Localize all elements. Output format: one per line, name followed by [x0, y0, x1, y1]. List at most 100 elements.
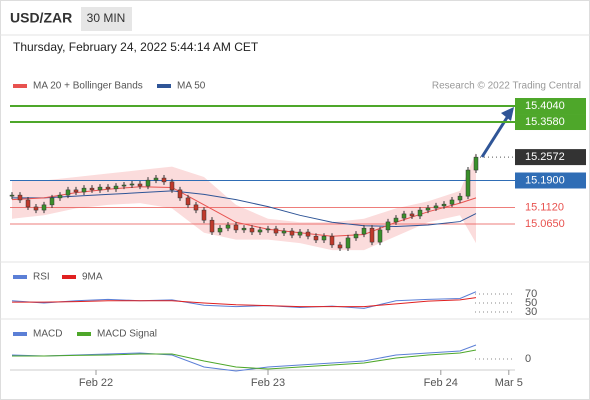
candle: [441, 203, 447, 207]
candle: [265, 228, 271, 231]
candle: [409, 213, 415, 217]
copyright: Research © 2022 Trading Central: [432, 81, 581, 92]
candle: [465, 169, 471, 197]
candle: [305, 231, 311, 237]
candle: [17, 194, 23, 201]
candle: [193, 204, 199, 211]
candle: [457, 195, 463, 201]
candle: [233, 224, 239, 231]
candle: [49, 197, 55, 206]
candle: [105, 186, 111, 190]
candle: [41, 204, 47, 211]
level-label: 15.3580: [525, 116, 565, 128]
timestamp: Thursday, February 24, 2022 5:44:14 AM C…: [13, 40, 259, 54]
candle: [337, 244, 343, 249]
x-tick-label: Feb 24: [424, 377, 458, 389]
candle: [137, 183, 143, 187]
candle: [313, 235, 319, 241]
candle: [433, 205, 439, 209]
level-label: 15.4040: [525, 100, 565, 112]
indicator-line: [12, 297, 477, 308]
candle: [393, 217, 399, 223]
x-tick-label: Feb 22: [79, 377, 113, 389]
candle: [377, 229, 383, 243]
forecast-arrow-head: [501, 107, 514, 121]
candle: [113, 185, 119, 190]
candle: [209, 219, 215, 233]
legend-label: MA 50: [177, 81, 206, 92]
indicator-line: [12, 190, 477, 227]
y-tick-label: 70: [525, 288, 537, 300]
candle: [241, 227, 247, 231]
candle: [361, 227, 367, 235]
candle: [73, 189, 79, 193]
candle: [9, 194, 15, 197]
candle: [25, 199, 31, 208]
y-tick-label: 50: [525, 297, 537, 309]
candle: [97, 186, 103, 191]
level-label: 15.2572: [525, 151, 565, 163]
legend-swatch: [157, 84, 171, 88]
candle: [161, 177, 167, 183]
candle: [385, 221, 391, 231]
candle: [425, 207, 431, 211]
interval: 30 MIN: [87, 11, 126, 25]
candle: [201, 209, 207, 221]
x-tick-label: Mar 5: [495, 377, 523, 389]
candle: [329, 235, 335, 246]
candle: [289, 230, 295, 236]
legend-label: MA 20 + Bollinger Bands: [33, 81, 143, 92]
candle: [417, 209, 423, 217]
candle: [81, 187, 87, 193]
level-label: 15.0650: [525, 218, 565, 230]
candle: [57, 194, 63, 199]
candle: [369, 227, 375, 243]
candle: [273, 228, 279, 234]
indicator-line: [11, 291, 477, 309]
legend-label: 9MA: [82, 272, 103, 283]
level-tag: [515, 172, 586, 189]
symbol: USD/ZAR: [10, 10, 72, 26]
candle: [321, 235, 327, 241]
y-tick-label: 30: [525, 306, 537, 318]
candle: [345, 237, 351, 249]
legend-swatch: [62, 275, 76, 279]
interval-box: [81, 7, 132, 31]
x-tick-label: Feb 23: [251, 377, 285, 389]
level-tag: [515, 149, 586, 166]
legend-swatch: [13, 84, 27, 88]
level-tag: [515, 98, 586, 114]
candle: [33, 206, 39, 211]
level-label: 15.1120: [525, 202, 564, 214]
level-tag: [515, 114, 586, 131]
candle: [185, 197, 191, 206]
candle: [89, 187, 95, 191]
candle: [145, 179, 151, 187]
legend-label: MACD Signal: [97, 329, 157, 340]
candle: [129, 183, 135, 186]
candle: [257, 229, 263, 233]
legend-label: MACD: [33, 329, 62, 340]
legend-label: RSI: [33, 272, 50, 283]
legend-swatch: [77, 332, 91, 336]
candle: [153, 177, 159, 181]
candle: [225, 224, 231, 229]
candle: [249, 227, 255, 233]
candle: [281, 230, 287, 234]
y-tick-label: 0: [525, 353, 531, 365]
candle: [401, 213, 407, 219]
candle: [353, 233, 359, 239]
level-label: 15.1900: [525, 174, 565, 186]
candle: [473, 156, 479, 171]
candle: [297, 231, 303, 236]
indicator-line: [11, 344, 477, 372]
indicator-line: [12, 349, 477, 370]
candle: [121, 184, 127, 187]
candle: [449, 199, 455, 205]
legend-swatch: [13, 332, 27, 336]
candle: [217, 227, 223, 233]
legend-swatch: [13, 275, 27, 279]
candle: [177, 189, 183, 199]
candle: [65, 189, 71, 196]
